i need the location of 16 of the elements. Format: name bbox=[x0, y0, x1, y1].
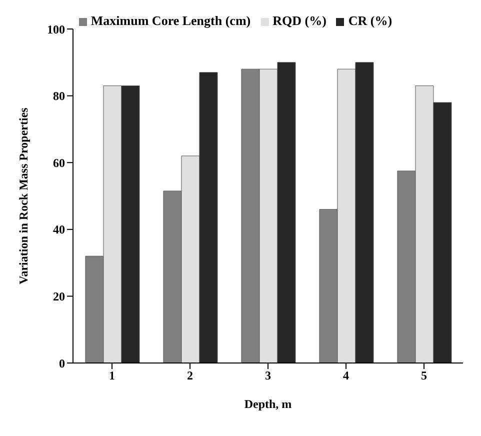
y-axis-title: Variation in Rock Mass Properties bbox=[16, 107, 30, 284]
y-tick-label: 0 bbox=[59, 356, 65, 370]
y-tick-label: 60 bbox=[53, 156, 65, 170]
x-axis-title: Depth, m bbox=[244, 397, 292, 411]
y-tick-label: 20 bbox=[53, 289, 65, 304]
x-tick-label: 5 bbox=[421, 368, 427, 383]
x-tick-label: 1 bbox=[109, 368, 115, 383]
x-tick-label: 3 bbox=[265, 368, 271, 383]
legend-label: Maximum Core Length (cm) bbox=[90, 13, 251, 28]
legend-label: RQD (%) bbox=[272, 13, 326, 28]
y-tick-label: 100 bbox=[47, 22, 65, 36]
y-tick-label: 40 bbox=[53, 222, 65, 237]
y-tick-label: 80 bbox=[53, 89, 65, 104]
x-tick-label: 2 bbox=[187, 368, 193, 383]
legend-label: CR (%) bbox=[348, 13, 392, 28]
x-tick-label: 4 bbox=[343, 368, 349, 383]
